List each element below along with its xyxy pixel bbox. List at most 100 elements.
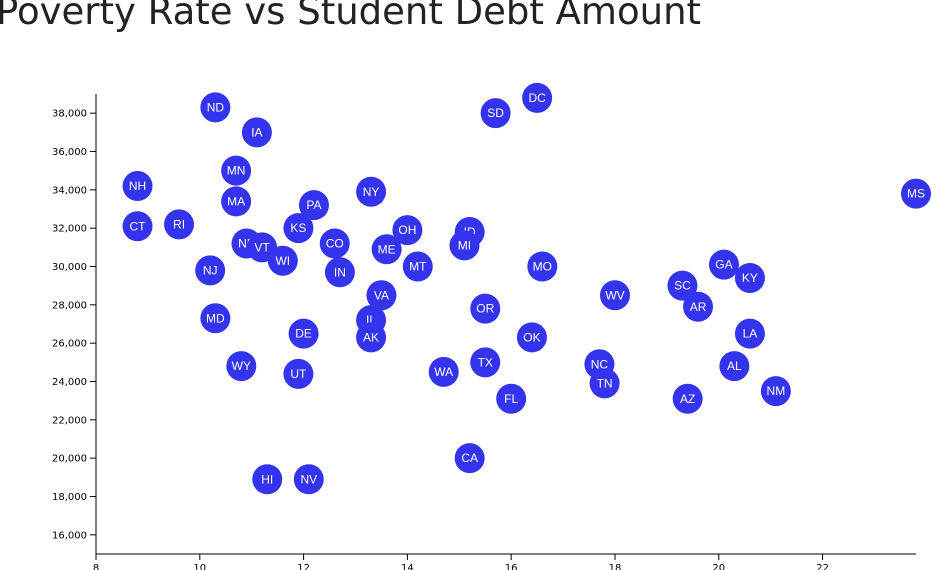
point-label-co: CO — [326, 237, 344, 251]
data-point-ca — [454, 443, 485, 474]
data-point-ar — [683, 291, 714, 322]
y-tick-label: 34,000 — [52, 185, 87, 196]
data-point-nh — [122, 171, 153, 201]
x-tick-label: 14 — [401, 563, 414, 570]
data-point-ok — [516, 322, 547, 353]
data-point-ct — [122, 211, 153, 242]
data-point-sd — [480, 98, 511, 129]
data-point-ms — [901, 178, 931, 209]
point-label-la: LA — [743, 327, 758, 341]
point-label-il: IL — [366, 313, 376, 327]
data-point-hi — [252, 464, 283, 495]
data-point-or — [470, 293, 501, 324]
data-point-va — [366, 280, 397, 311]
data-point-sc — [667, 270, 698, 301]
point-label-ak: AK — [363, 330, 379, 344]
data-point-md — [200, 303, 231, 334]
data-point-nv — [293, 464, 324, 495]
data-point-ny — [356, 176, 387, 207]
point-label-wa: WA — [434, 365, 453, 379]
point-label-ar: AR — [690, 300, 707, 314]
x-tick-label: 22 — [816, 563, 829, 570]
data-point-mi — [449, 230, 480, 261]
point-label-nd: ND — [207, 100, 225, 114]
point-label-ms: MS — [907, 187, 925, 201]
point-label-in: IN — [334, 265, 346, 279]
point-label-nm: NM — [767, 384, 786, 398]
data-point-al — [719, 351, 750, 382]
point-label-oh: OH — [398, 223, 416, 237]
point-label-ca: CA — [461, 451, 478, 465]
data-point-mt — [402, 251, 433, 282]
point-label-me: ME — [378, 242, 396, 256]
data-point-in — [324, 257, 355, 288]
point-label-ny: NY — [363, 185, 380, 199]
point-label-or: OR — [476, 302, 494, 316]
point-label-vt: VT — [254, 240, 270, 254]
point-label-md: MD — [206, 311, 225, 325]
y-tick-label: 20,000 — [52, 454, 87, 465]
data-point-tx — [470, 347, 501, 378]
x-tick-label: 18 — [609, 563, 622, 570]
point-label-va: VA — [374, 288, 389, 302]
chart-title: Poverty Rate vs Student Debt Amount — [0, 0, 702, 33]
point-label-mo: MO — [533, 260, 552, 274]
point-label-ut: UT — [290, 367, 307, 381]
data-point-nd — [200, 92, 231, 123]
x-tick-label: 12 — [297, 563, 310, 570]
data-point-wi — [267, 245, 298, 276]
point-label-ia: IA — [251, 125, 262, 139]
y-tick-label: 16,000 — [52, 530, 87, 541]
point-label-al: AL — [727, 359, 742, 373]
point-label-sd: SD — [487, 106, 504, 120]
x-tick-label: 10 — [193, 563, 206, 570]
data-point-wy — [226, 351, 257, 382]
y-tick-label: 24,000 — [52, 377, 87, 388]
data-point-ks — [283, 213, 314, 244]
x-tick-label: 8 — [93, 563, 99, 570]
data-point-ri — [164, 209, 195, 240]
data-point-ak — [356, 322, 387, 353]
data-point-la — [734, 318, 765, 349]
point-label-sc: SC — [674, 279, 691, 293]
data-point-ma — [221, 186, 252, 217]
point-label-nc: NC — [591, 357, 609, 371]
point-label-wv: WV — [605, 288, 624, 302]
point-label-nh: NH — [129, 179, 146, 193]
data-point-me — [371, 234, 402, 265]
point-label-ct: CT — [130, 219, 147, 233]
point-label-az: AZ — [680, 392, 695, 406]
x-axis: 8 10 12 14 16 18 20 22 — [93, 553, 916, 570]
data-point-wv — [599, 280, 630, 311]
point-label-ks: KS — [290, 221, 306, 235]
data-point-fl — [496, 383, 527, 414]
y-axis: 16,000 18,000 20,000 22,000 24,000 26,000 28,0… — [52, 94, 97, 554]
data-point-az — [672, 383, 703, 414]
point-label-hi: HI — [261, 472, 273, 486]
point-label-mi: MI — [458, 238, 471, 252]
y-tick-label: 38,000 — [52, 109, 87, 120]
y-tick-label: 28,000 — [52, 300, 87, 311]
data-point-pa — [298, 190, 329, 221]
data-point-co — [319, 228, 350, 259]
x-tick-label: 20 — [712, 563, 725, 570]
point-label-nv: NV — [300, 472, 317, 486]
point-label-wi: WI — [275, 254, 290, 268]
point-label-ga: GA — [715, 258, 732, 272]
x-tick-label: 16 — [505, 563, 518, 570]
point-label-ri: RI — [173, 217, 185, 231]
data-point-mn — [221, 155, 252, 186]
data-point-wa — [428, 356, 459, 387]
data-point-ga — [708, 249, 739, 280]
data-point-ut — [283, 358, 314, 389]
point-label-ky: KY — [742, 271, 758, 285]
y-tick-label: 36,000 — [52, 147, 87, 158]
data-point-oh — [392, 215, 423, 246]
point-label-mn: MN — [227, 164, 246, 178]
point-label-tn: TN — [597, 376, 613, 390]
y-tick-label: 30,000 — [52, 262, 87, 273]
point-label-ma: MA — [227, 194, 245, 208]
data-point-nm — [760, 376, 791, 407]
